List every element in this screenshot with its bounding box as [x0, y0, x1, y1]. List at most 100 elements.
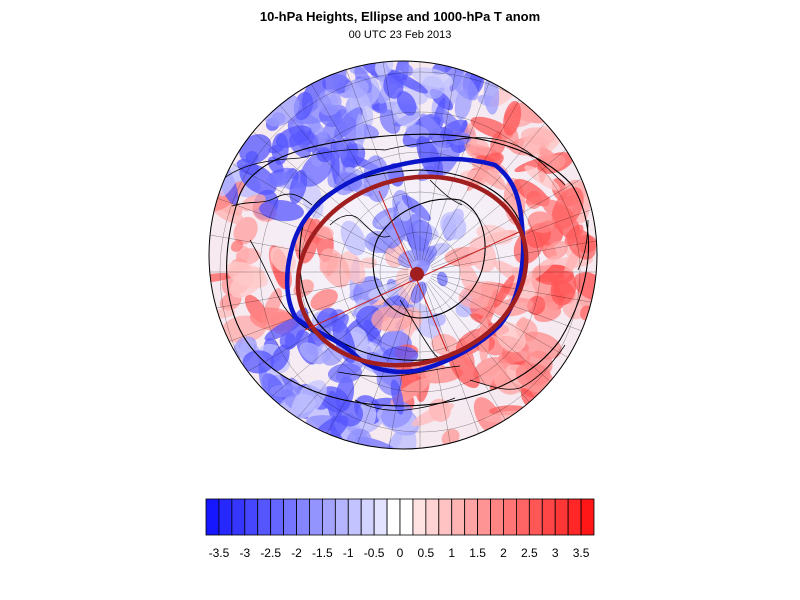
anomaly-patch: [381, 401, 413, 428]
height-contour-outer: [226, 133, 590, 407]
colorbar-box: [373, 498, 388, 536]
colorbar-labels: -3.5 -3 -2.5 -2 -1.5 -1 -0.5 0 0.5 1 1.5 2 2.5 3 3.5: [209, 546, 590, 560]
anomaly-patch: [317, 89, 342, 116]
colorbar-box: [554, 498, 569, 536]
meridian-line: [431, 273, 597, 325]
anomaly-patch: [340, 220, 366, 256]
anomaly-patch: [333, 107, 363, 140]
anomaly-patch: [275, 125, 312, 148]
anomaly-patch: [496, 322, 526, 353]
anomaly-patch: [219, 160, 243, 197]
meridian-line: [429, 79, 597, 265]
anomaly-patch: [545, 240, 568, 260]
colorbar-tick-label: 1.5: [469, 546, 486, 560]
anomaly-patch: [411, 403, 455, 427]
meridian-line: [423, 61, 523, 261]
colorbar-box: [309, 498, 323, 536]
anomaly-patch: [440, 212, 467, 240]
colorbar-box: [257, 498, 272, 536]
colorbar-box: [412, 498, 427, 536]
anomaly-patch: [573, 272, 597, 302]
colorbar-tick-label: 1: [448, 546, 455, 560]
meridian-line: [425, 61, 571, 262]
meridian-line: [367, 283, 419, 449]
anomaly-patch: [242, 350, 275, 374]
colorbar-box: [438, 498, 453, 536]
colorbar-box: [399, 498, 414, 536]
colorbar-box: [464, 498, 478, 536]
colorbar-box: [425, 498, 440, 536]
anomaly-patch: [401, 194, 431, 221]
anomaly-patch: [550, 270, 577, 306]
colorbar-box: [477, 498, 491, 536]
anomaly-patch: [524, 165, 560, 191]
meridian-line: [421, 61, 473, 261]
anomaly-patch: [270, 344, 290, 372]
temperature-anomaly-shading: [209, 61, 597, 449]
meridian-line: [429, 279, 597, 449]
colorbar-box: [231, 498, 246, 536]
colorbar-box: [283, 498, 297, 536]
colorbar-box: [541, 498, 556, 536]
colorbar-tick-label: 3.5: [573, 546, 590, 560]
colorbar-box: [334, 498, 349, 536]
anomaly-patch: [269, 384, 301, 398]
colorbar-box: [490, 498, 504, 536]
colorbar-tick-label: -1.5: [312, 546, 333, 560]
colorbar-box: [205, 498, 220, 536]
anomaly-patch: [411, 67, 454, 88]
meridian-line: [227, 281, 413, 449]
meridian-line: [431, 275, 597, 375]
meridian-line: [209, 219, 409, 271]
anomaly-patch: [402, 64, 414, 76]
meridian-line: [427, 281, 597, 449]
anomaly-patch: [289, 169, 308, 204]
colorbar-box: [516, 498, 530, 536]
anomaly-patch: [344, 78, 369, 99]
colorbar-box: [321, 498, 336, 536]
colorbar-tick-label: -1: [343, 546, 354, 560]
anomaly-patch: [319, 248, 351, 288]
colorbar-box: [360, 498, 375, 536]
colorbar-boxes: [205, 498, 595, 536]
anomaly-patch: [476, 362, 512, 377]
anomaly-patch: [471, 158, 506, 190]
colorbar-tick-label: -3: [239, 546, 250, 560]
meridian-line: [209, 275, 409, 375]
meridian-line: [430, 121, 597, 267]
colorbar-tick-label: 3: [552, 546, 559, 560]
anomaly-patch: [527, 211, 555, 233]
colorbar-box: [218, 498, 233, 536]
chart-title: 10-hPa Heights, Ellipse and 1000-hPa T a…: [259, 9, 541, 24]
anomaly-patch: [483, 75, 500, 115]
colorbar-tick-label: -0.5: [364, 546, 385, 560]
anomaly-patch: [267, 171, 291, 187]
anomaly-patch: [431, 333, 460, 357]
meridian-line: [317, 283, 417, 449]
anomaly-patch: [448, 350, 480, 389]
fitted-ellipse: [295, 174, 529, 368]
colorbar-box: [386, 498, 401, 536]
colorbar-tick-label: 2: [500, 546, 507, 560]
colorbar-box: [270, 498, 284, 536]
anomaly-patch: [451, 72, 479, 101]
meridian-line: [209, 273, 409, 325]
meridian-line: [209, 277, 410, 423]
anomaly-patch: [229, 267, 265, 298]
anomaly-patch: [527, 295, 546, 316]
anomaly-patch: [520, 127, 555, 145]
anomaly-patch: [239, 134, 272, 164]
height-contour-core: [372, 198, 486, 319]
anomaly-patch: [209, 272, 234, 283]
meridian-line: [421, 283, 473, 449]
anomaly-patch: [406, 219, 433, 251]
anomaly-patch: [264, 317, 303, 341]
meridian-line: [367, 61, 419, 261]
anomaly-patch: [368, 284, 402, 300]
graticule: [209, 61, 597, 449]
anomaly-patch: [230, 239, 244, 252]
anomaly-patch: [310, 289, 338, 311]
anomaly-patch: [299, 342, 326, 365]
anomaly-patch: [405, 124, 430, 140]
